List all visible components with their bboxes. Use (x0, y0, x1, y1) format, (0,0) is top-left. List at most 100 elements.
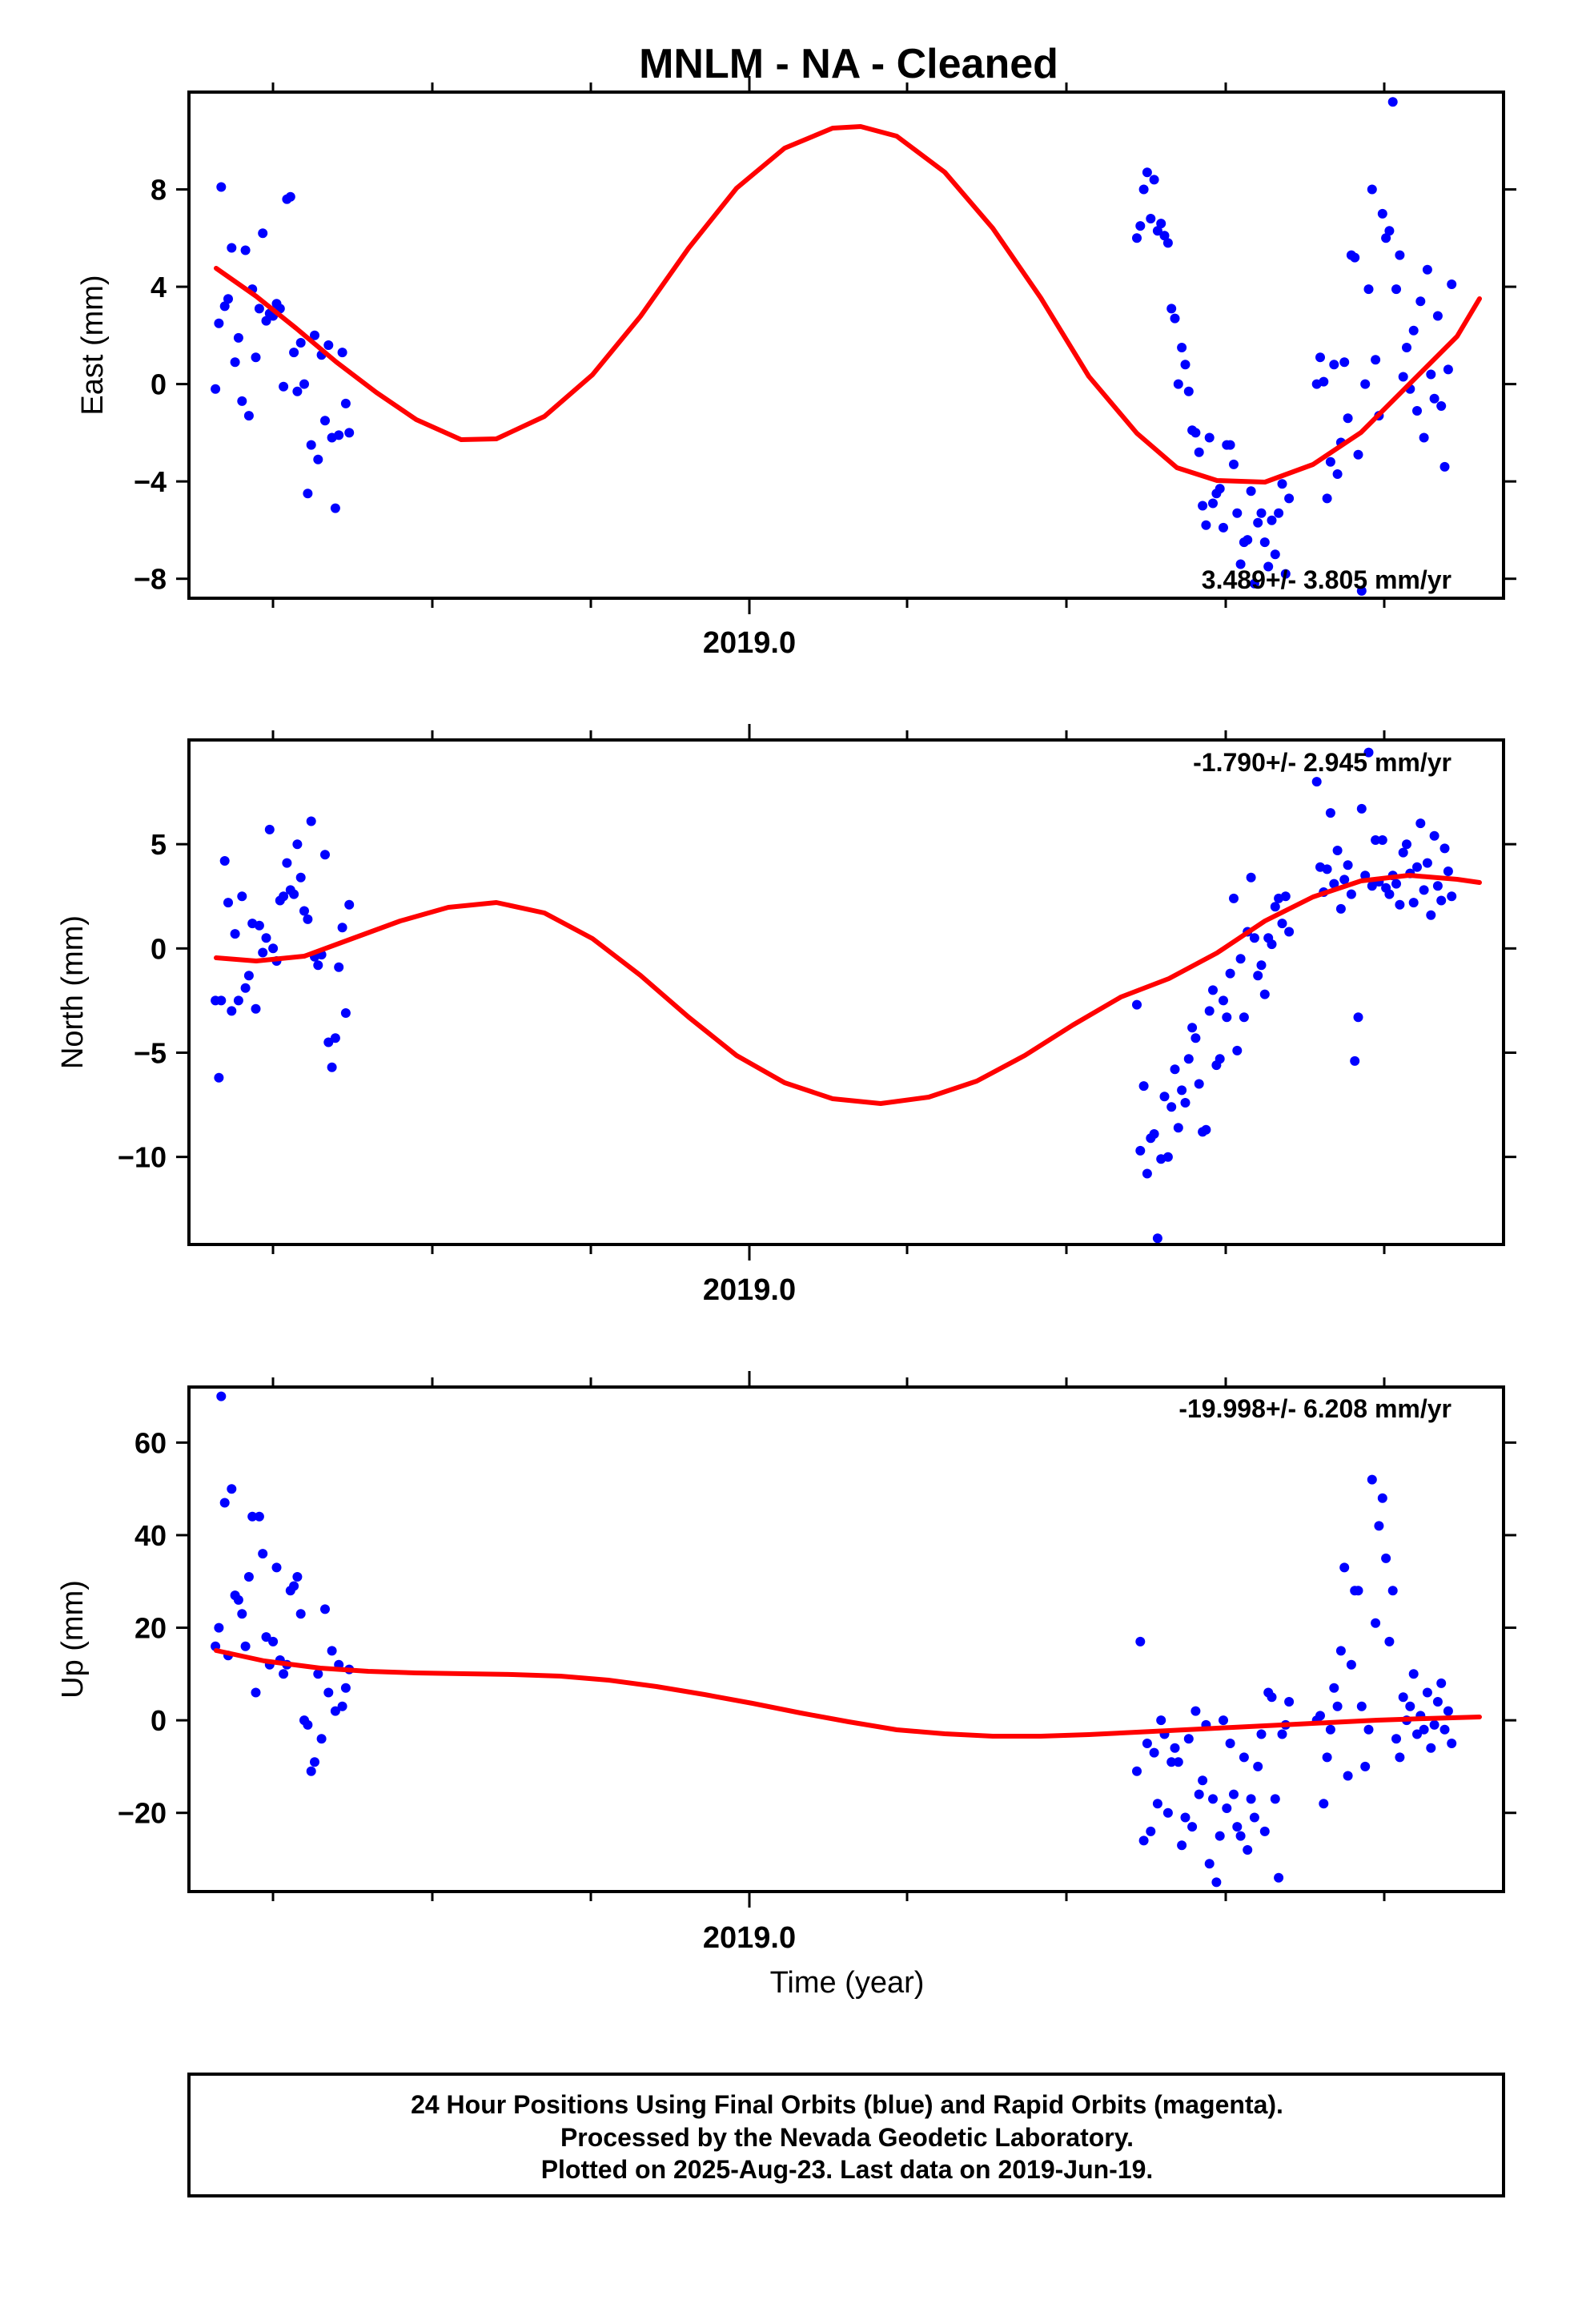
east-data-point (1215, 484, 1225, 494)
north-data-point (1232, 1045, 1243, 1055)
north-data-point (1402, 839, 1411, 850)
x-axis-label: Time (year) (770, 1966, 925, 2000)
up-data-point (1284, 1697, 1295, 1707)
north-data-point (240, 983, 251, 993)
north-data-point (1353, 1012, 1363, 1023)
north-data-point (1426, 910, 1436, 920)
north-data-point (1270, 902, 1280, 912)
north-data-point (313, 960, 323, 971)
up-data-point (254, 1511, 264, 1522)
east-data-point (1371, 355, 1381, 365)
east-axis-ticks: 8 4 0 −4 −8 (134, 76, 1516, 614)
up-data-point (1315, 1711, 1325, 1721)
north-data-point (1225, 968, 1235, 979)
up-data-point (310, 1757, 319, 1767)
east-data-point (243, 411, 254, 421)
north-x-tick-label: 2019.0 (703, 1273, 796, 1307)
north-data-point (1194, 1079, 1204, 1089)
up-axis-ticks: 60 40 20 0 −20 (118, 1371, 1516, 1908)
up-data-point (1274, 1872, 1284, 1883)
north-data-point (1135, 1145, 1146, 1156)
east-data-point (1436, 401, 1447, 411)
up-data-point (1353, 1586, 1363, 1596)
up-y-axis-label: Up (mm) (56, 1580, 90, 1699)
east-data-point (1191, 428, 1201, 438)
north-data-point (1215, 1054, 1225, 1064)
east-data-point (230, 357, 240, 368)
east-data-point (251, 352, 261, 363)
east-model-curve (214, 124, 1482, 485)
north-data-point (261, 933, 271, 943)
north-data-point (1432, 881, 1443, 891)
up-model-line (214, 1648, 1482, 1739)
east-data-point (344, 428, 355, 438)
north-data-point (258, 947, 268, 958)
north-data-point (292, 839, 303, 850)
up-data-point (1371, 1618, 1381, 1628)
up-data-point (1138, 1835, 1149, 1846)
east-data-point (1353, 449, 1363, 460)
up-data-point (330, 1706, 340, 1716)
east-data-point (258, 228, 268, 239)
up-data-point (1187, 1822, 1198, 1832)
up-rate-label: -19.998+/- 6.208 mm/yr (1178, 1394, 1452, 1423)
north-data-point (344, 899, 355, 910)
east-data-point (1243, 535, 1253, 545)
east-data-point (1432, 311, 1443, 321)
up-data-point (327, 1646, 337, 1656)
east-data-point (1249, 578, 1259, 589)
up-data-point (1170, 1743, 1180, 1753)
up-data-point (1183, 1734, 1194, 1744)
east-data-point (1277, 479, 1287, 489)
north-data-point (1412, 862, 1422, 872)
north-model-line (214, 873, 1482, 1106)
north-data-point (1177, 1085, 1187, 1096)
east-data-point (1173, 379, 1183, 389)
east-data-point (1360, 379, 1371, 389)
up-data-point (268, 1636, 279, 1647)
east-data-point (1235, 559, 1246, 569)
up-data-point (1180, 1812, 1191, 1823)
up-data-point (1191, 1706, 1201, 1716)
up-data-point (227, 1484, 237, 1494)
north-data-point (1439, 843, 1450, 854)
up-data-point (1419, 1724, 1429, 1735)
up-data-point (1156, 1715, 1166, 1726)
east-data-point (1322, 493, 1332, 504)
up-data-point (1422, 1687, 1432, 1698)
east-data-point (216, 182, 227, 192)
east-data-point (1162, 238, 1173, 248)
east-data-point (340, 398, 351, 408)
up-data-point (1146, 1826, 1156, 1836)
north-data-point (1180, 1098, 1191, 1108)
east-data-point (1267, 515, 1277, 525)
north-data-point (1191, 1033, 1201, 1043)
up-data-point (1363, 1724, 1374, 1735)
up-data-point (1222, 1803, 1232, 1813)
north-data-point (1204, 1006, 1215, 1016)
north-data-point (1408, 898, 1419, 908)
north-data-point (219, 856, 230, 866)
footer-line-2: Processed by the Nevada Geodetic Laborat… (560, 2123, 1134, 2152)
up-data-point (1384, 1636, 1395, 1647)
north-data-point (1356, 803, 1367, 814)
north-data-point (1253, 971, 1263, 981)
north-data-point (1343, 860, 1353, 870)
footer-line-1: 24 Hour Positions Using Final Orbits (bl… (411, 2090, 1283, 2119)
up-data-point (237, 1609, 247, 1619)
north-data-point (1280, 891, 1291, 902)
east-data-point (1429, 393, 1439, 404)
up-model-curve (214, 1648, 1482, 1739)
north-data-point (1422, 858, 1432, 868)
north-data-point (1398, 847, 1408, 858)
north-data-point (1183, 1054, 1194, 1064)
east-data-point (1263, 561, 1274, 572)
up-data-point (1367, 1474, 1377, 1485)
east-data-point (1149, 175, 1159, 185)
up-data-point (1335, 1646, 1346, 1656)
east-data-point (1180, 360, 1191, 370)
east-data-point (214, 318, 224, 328)
north-data-point (1322, 864, 1332, 875)
up-data-point (1208, 1794, 1218, 1804)
north-data-point (1235, 954, 1246, 964)
